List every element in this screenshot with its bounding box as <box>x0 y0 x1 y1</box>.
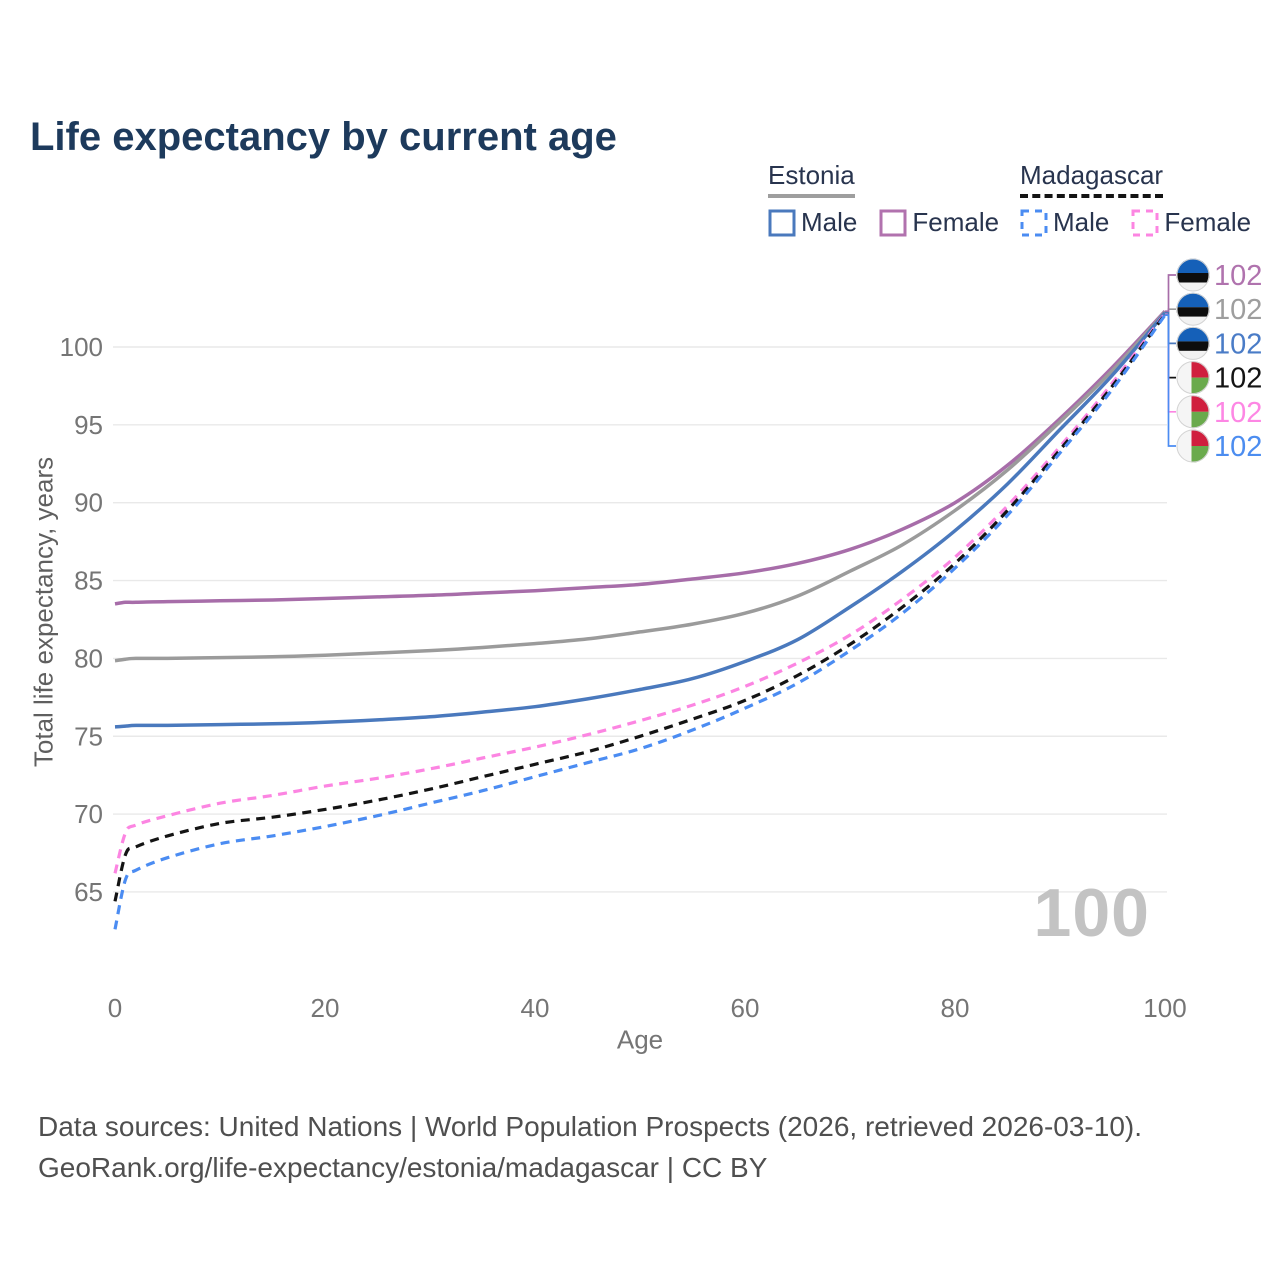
series-line-est_all[interactable] <box>114 310 1167 663</box>
footer: Data sources: United Nations | World Pop… <box>38 1106 1142 1188</box>
legend-items-estonia: Male Female <box>768 207 999 238</box>
y-axis-title: Total life expectancy, years <box>28 456 59 768</box>
legend-label: Female <box>1164 207 1252 237</box>
x-axis-tick-label: 0 <box>108 993 122 1023</box>
y-axis-tick-label: 75 <box>74 721 103 751</box>
legend-group-madagascar: Madagascar Male Female <box>1020 160 1251 238</box>
leader-line-mdg_f <box>1165 312 1176 413</box>
legend-item-estonia-male[interactable]: Male <box>768 207 857 238</box>
end-value-label: 102 <box>1214 431 1262 463</box>
legend-country-estonia[interactable]: Estonia <box>768 160 855 198</box>
leader-line-est_f <box>1165 274 1176 313</box>
legend-country-madagascar[interactable]: Madagascar <box>1020 160 1164 198</box>
y-axis-tick-label: 90 <box>74 488 103 518</box>
legend-label: Male <box>801 207 858 237</box>
leader-line-mdg_m <box>1165 314 1176 447</box>
y-axis-tick-label: 80 <box>74 643 103 673</box>
x-axis-title: Age <box>616 1024 664 1055</box>
y-axis-tick-label: 65 <box>74 877 103 907</box>
estonia-female-swatch-icon <box>879 209 907 236</box>
y-axis-tick-label: 85 <box>74 566 103 596</box>
legend-item-estonia-female[interactable]: Female <box>879 207 999 238</box>
x-axis-tick-label: 40 <box>521 993 550 1023</box>
madagascar-female-swatch-icon <box>1131 209 1159 236</box>
leader-line-est_m <box>1165 311 1176 345</box>
legend-label: Female <box>912 207 1000 237</box>
data-sources-line: Data sources: United Nations | World Pop… <box>38 1111 1143 1142</box>
x-axis-tick-label: 100 <box>1143 993 1186 1023</box>
series-line-est_f[interactable] <box>114 310 1167 606</box>
y-axis-tick-label: 100 <box>60 332 103 362</box>
flag-icon-estonia <box>1176 258 1210 292</box>
estonia-male-swatch-icon <box>768 209 796 236</box>
leader-line-mdg_all <box>1165 313 1176 379</box>
age-watermark: 100 <box>1033 875 1150 951</box>
attribution-line: GeoRank.org/life-expectancy/estonia/mada… <box>38 1152 768 1183</box>
end-value-label: 102 <box>1214 363 1262 395</box>
legend-group-estonia: Estonia Male Female <box>768 160 999 238</box>
end-value-label: 102 <box>1214 328 1262 360</box>
legend-items-madagascar: Male Female <box>1020 207 1251 238</box>
end-value-label: 102 <box>1214 260 1262 292</box>
legend-item-madagascar-female[interactable]: Female <box>1131 207 1251 238</box>
legend-label: Male <box>1053 207 1110 237</box>
flag-icon-madagascar <box>1176 429 1210 463</box>
y-axis-tick-label: 95 <box>74 410 103 440</box>
flag-icon-madagascar <box>1176 395 1210 429</box>
madagascar-male-swatch-icon <box>1020 209 1048 236</box>
series-line-mdg_all[interactable] <box>113 313 1167 902</box>
flag-icon-estonia <box>1176 326 1210 360</box>
y-axis-tick-label: 70 <box>74 799 103 829</box>
flag-icon-madagascar <box>1176 361 1210 395</box>
x-axis-tick-label: 80 <box>941 993 970 1023</box>
end-value-label: 102 <box>1214 294 1262 326</box>
legend-item-madagascar-male[interactable]: Male <box>1020 207 1109 238</box>
x-axis-tick-label: 20 <box>311 993 340 1023</box>
end-value-label: 102 <box>1214 397 1262 429</box>
flag-icon-estonia <box>1176 292 1210 326</box>
series-line-est_m[interactable] <box>114 311 1167 729</box>
series-line-mdg_m[interactable] <box>113 314 1167 930</box>
series-line-mdg_f[interactable] <box>113 312 1167 874</box>
page-title: Life expectancy by current age <box>30 114 617 159</box>
x-axis-tick-label: 60 <box>731 993 760 1023</box>
